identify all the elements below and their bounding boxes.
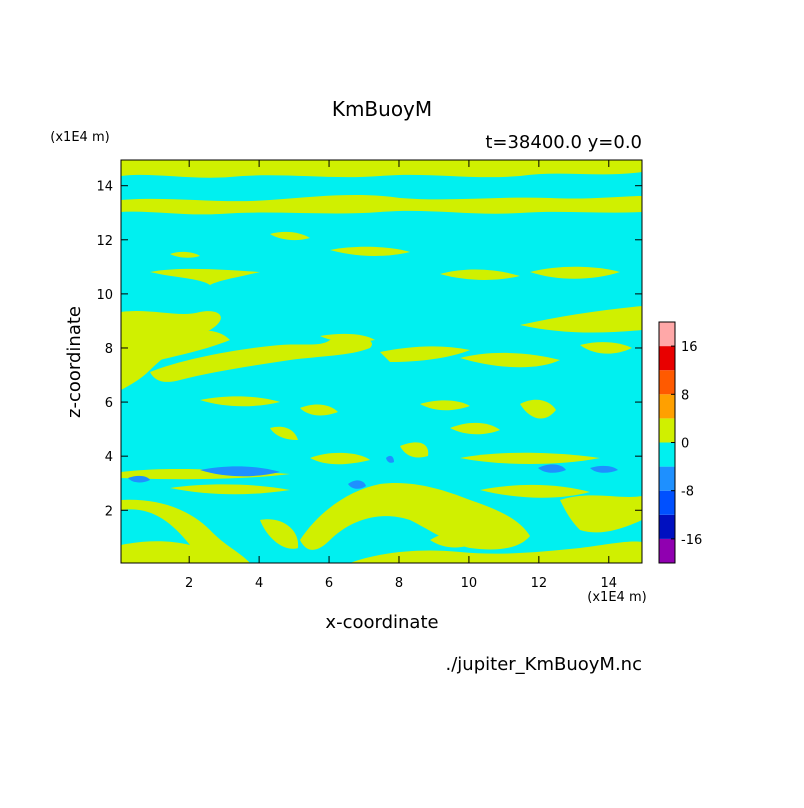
contour-region — [320, 333, 375, 343]
colorbar-tick-label: 0 — [681, 437, 689, 452]
contour-region — [420, 400, 470, 411]
contour-region — [200, 396, 280, 407]
y-tick-label: 4 — [105, 450, 113, 465]
x-tick-label: 14 — [601, 576, 618, 591]
colorbar-box — [659, 538, 675, 563]
x-tick-label: 4 — [255, 576, 263, 591]
colorbar-box — [659, 514, 675, 539]
contour-region — [150, 336, 372, 382]
contour-region — [590, 465, 618, 473]
contour-region — [310, 452, 370, 465]
contour-region — [121, 499, 250, 563]
contour-region — [121, 194, 642, 215]
contour-region — [270, 231, 310, 241]
contour-region — [560, 495, 642, 533]
y-tick-label: 8 — [105, 342, 113, 357]
contour-region — [520, 306, 642, 333]
contour-region — [348, 480, 366, 489]
colorbar-box — [659, 466, 675, 491]
contour-region — [400, 442, 429, 458]
contour-region — [160, 330, 230, 360]
contour-region — [170, 484, 290, 495]
chart-subtitle: t=38400.0 y=0.0 — [485, 132, 642, 153]
contour-region — [128, 475, 150, 483]
contour-region — [386, 455, 394, 463]
x-axis-label: x-coordinate — [325, 612, 438, 633]
contour-region — [260, 519, 299, 549]
contour-region — [350, 541, 642, 563]
x-tick-label: 2 — [185, 576, 193, 591]
contour-region — [380, 346, 470, 362]
contour-field — [121, 160, 642, 563]
y-unit: (x1E4 m) — [50, 130, 109, 145]
contour-region — [330, 246, 410, 256]
contour-region — [460, 352, 560, 368]
y-tick-label: 10 — [96, 288, 113, 303]
x-unit: (x1E4 m) — [587, 590, 646, 605]
colorbar-tick-label: 8 — [681, 388, 689, 403]
colorbar-box — [659, 370, 675, 395]
colorbar-box — [659, 418, 675, 443]
colorbar-box — [659, 442, 675, 467]
contour-region — [430, 531, 480, 548]
contour-region — [121, 160, 642, 178]
y-tick-label: 6 — [105, 396, 113, 411]
chart-title: KmBuoyM — [332, 97, 432, 121]
colorbar-box — [659, 346, 675, 371]
colorbar-tick-label: -8 — [681, 485, 694, 500]
contour-region — [460, 452, 600, 464]
contour-region — [300, 482, 530, 550]
x-tick-label: 10 — [461, 576, 478, 591]
contour-region — [270, 426, 298, 440]
contour-region — [440, 269, 520, 280]
contour-region — [150, 268, 260, 285]
contour-region — [538, 464, 566, 473]
contour-region — [170, 251, 200, 258]
colorbar-box — [659, 490, 675, 515]
y-tick-label: 2 — [105, 504, 113, 519]
x-tick-label: 6 — [325, 576, 333, 591]
contour-region — [480, 484, 590, 498]
contour-regions-negative — [128, 455, 618, 489]
x-tick-label: 8 — [395, 576, 403, 591]
x-tick-label: 12 — [531, 576, 548, 591]
colorbar-box — [659, 394, 675, 419]
colorbar-box — [659, 322, 675, 347]
y-tick-label: 12 — [96, 234, 113, 249]
contour-region — [200, 466, 280, 477]
colorbar-tick-label: -16 — [681, 533, 702, 548]
contour-region — [300, 404, 338, 416]
contour-region — [450, 422, 500, 435]
contour-region — [530, 266, 620, 279]
footer: ./jupiter_KmBuoyM.nc — [446, 654, 642, 675]
axes: 2 4 6 8 10 12 14 2 4 6 8 10 12 14 — [96, 160, 642, 591]
plot-frame — [120, 159, 643, 564]
contour-region — [520, 399, 556, 419]
contour-region — [121, 547, 230, 563]
y-axis-label: z-coordinate — [64, 306, 85, 418]
colorbar: -16 -8 0 8 16 — [658, 321, 702, 564]
contour-region — [580, 342, 632, 354]
colorbar-tick-label: 16 — [681, 340, 698, 355]
y-tick-label: 14 — [96, 180, 113, 195]
